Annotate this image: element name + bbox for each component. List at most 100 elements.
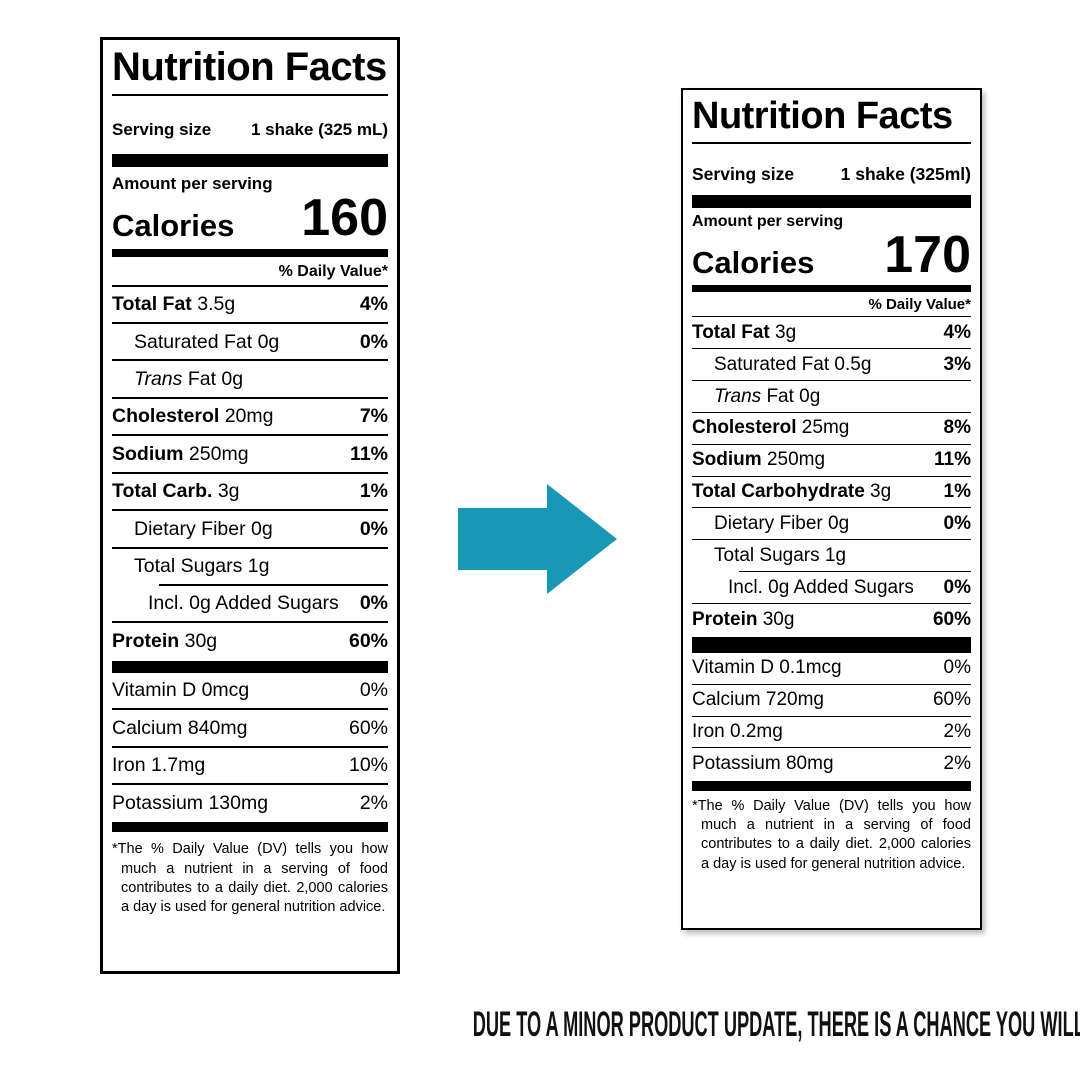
vitamin-row: Vitamin D 0.1mcg 0%	[692, 653, 971, 684]
daily-value-pct: 0%	[943, 512, 971, 534]
vitamin-row: Calcium 720mg 60%	[692, 683, 971, 716]
nutrient-row: Cholesterol 20mg 7%	[112, 396, 388, 434]
nutrient-text: Sodium 250mg	[692, 449, 826, 471]
daily-value-pct: 10%	[348, 754, 388, 777]
divider-bar	[112, 154, 388, 168]
nutrient-text: Saturated Fat 0.5g	[714, 353, 872, 375]
daily-value-pct: 7%	[359, 405, 388, 428]
divider-bar	[692, 636, 971, 653]
serving-size-value: 1 shake (325 mL)	[250, 120, 388, 140]
daily-value-pct: 2%	[359, 791, 388, 814]
disclaimer-text: DUE TO A MINOR PRODUCT UPDATE, THERE IS …	[472, 1005, 1080, 1044]
nutrient-row: Trans Fat 0g	[112, 359, 388, 396]
nutrient-text: Calcium 840mg	[112, 716, 248, 739]
nutrient-row: Dietary Fiber 0g 0%	[692, 507, 971, 539]
nutrient-text: Cholesterol 25mg	[692, 417, 850, 439]
vitamin-row: Iron 0.2mg 2%	[692, 715, 971, 748]
daily-value-pct: 60%	[932, 608, 971, 630]
nutrient-text: Iron 0.2mg	[692, 721, 783, 743]
divider-bar	[112, 660, 388, 673]
daily-value-pct: 8%	[943, 417, 971, 439]
nutrient-row: Dietary Fiber 0g 0%	[112, 509, 388, 546]
nutrition-facts-title: Nutrition Facts	[112, 45, 388, 97]
daily-value-pct: 11%	[934, 449, 971, 471]
daily-value-pct: 4%	[943, 321, 971, 343]
vitamin-row: Calcium 840mg 60%	[112, 708, 388, 745]
nutrient-row: Trans Fat 0g	[692, 380, 971, 412]
nutrient-row: Protein 30g 60%	[692, 603, 971, 635]
vitamin-row: Vitamin D 0mcg 0%	[112, 673, 388, 708]
calories-label: Calories	[692, 244, 815, 280]
nutrient-text: Total Sugars 1g	[714, 544, 847, 566]
nutrient-row: Total Sugars 1g	[112, 546, 388, 584]
daily-value-pct: 0%	[359, 592, 388, 615]
serving-size-value: 1 shake (325ml)	[840, 164, 971, 185]
nutrient-row: Incl. 0g Added Sugars 0%	[112, 583, 389, 621]
nutrient-text: Dietary Fiber 0g	[134, 517, 273, 540]
right-arrow-shape	[458, 484, 617, 594]
vitamin-row: Potassium 80mg 2%	[692, 747, 971, 779]
nutrition-label-old: Nutrition Facts Serving size 1 shake (32…	[100, 37, 400, 974]
daily-value-pct: 0%	[359, 330, 388, 353]
vitamin-row: Potassium 130mg 2%	[112, 783, 388, 820]
nutrient-row: Sodium 250mg 11%	[112, 434, 388, 471]
nutrient-text: Cholesterol 20mg	[112, 405, 274, 428]
divider-bar	[692, 195, 971, 209]
right-arrow-icon	[458, 484, 618, 596]
daily-value-footnote: *The % Daily Value (DV) tells you how mu…	[692, 798, 971, 872]
divider-bar	[112, 248, 388, 257]
calories-value: 170	[884, 226, 971, 285]
amount-per-serving-label: Amount per serving	[692, 213, 844, 231]
nutrient-row: Cholesterol 25mg 8%	[692, 411, 971, 444]
daily-value-pct: 3%	[943, 353, 971, 375]
nutrient-text: Dietary Fiber 0g	[714, 512, 850, 534]
nutrient-text: Trans Fat 0g	[134, 367, 244, 390]
nutrient-text: Total Fat 3g	[692, 321, 797, 343]
daily-value-pct: 0%	[359, 679, 388, 702]
nutrient-text: Total Carbohydrate 3g	[692, 481, 892, 503]
nutrient-row: Total Fat 3.5g 4%	[112, 284, 388, 322]
daily-value-pct: 2%	[943, 721, 971, 743]
nutrient-text: Total Sugars 1g	[134, 555, 270, 578]
nutrition-facts-title: Nutrition Facts	[692, 95, 971, 145]
nutrient-text: Total Carb. 3g	[112, 480, 240, 503]
nutrient-row: Saturated Fat 0g 0%	[112, 322, 388, 359]
amount-per-serving-label: Amount per serving	[112, 174, 273, 194]
daily-value-pct: 1%	[943, 481, 971, 503]
nutrient-row: Saturated Fat 0.5g 3%	[692, 348, 971, 380]
daily-value-footnote: *The % Daily Value (DV) tells you how mu…	[112, 841, 388, 915]
nutrient-row: Total Carbohydrate 3g 1%	[692, 475, 971, 508]
calories-label: Calories	[112, 207, 235, 243]
serving-size-label: Serving size	[692, 164, 795, 185]
daily-value-pct: 4%	[359, 293, 388, 316]
daily-value-pct: 1%	[359, 480, 388, 503]
nutrient-text: Total Fat 3.5g	[112, 293, 236, 316]
daily-value-pct: 60%	[932, 689, 971, 711]
nutrient-row: Total Carb. 3g 1%	[112, 471, 388, 509]
daily-value-pct: 0%	[359, 517, 388, 540]
calories-row: Calories 170	[692, 226, 971, 285]
daily-value-pct: 11%	[350, 442, 388, 465]
vitamin-row: Iron 1.7mg 10%	[112, 745, 388, 783]
daily-value-header: % Daily Value*	[868, 296, 971, 314]
nutrient-text: Protein 30g	[692, 608, 795, 630]
nutrient-text: Calcium 720mg	[692, 689, 824, 711]
nutrient-text: Saturated Fat 0g	[134, 330, 280, 353]
nutrient-text: Potassium 80mg	[692, 752, 834, 774]
calories-row: Calories 160	[112, 189, 388, 248]
nutrient-row: Total Sugars 1g	[692, 539, 971, 571]
daily-value-pct: 60%	[348, 629, 388, 652]
nutrient-row: Incl. 0g Added Sugars 0%	[692, 570, 971, 603]
calories-value: 160	[301, 189, 388, 248]
nutrient-text: Protein 30g	[112, 629, 218, 652]
nutrient-text: Incl. 0g Added Sugars	[148, 592, 339, 615]
divider-bar	[112, 822, 388, 833]
nutrient-text: Sodium 250mg	[112, 442, 249, 465]
serving-size-row: Serving size 1 shake (325 mL)	[112, 120, 388, 140]
nutrient-row: Protein 30g 60%	[112, 621, 388, 658]
nutrient-text: Trans Fat 0g	[714, 385, 821, 407]
daily-value-pct: 0%	[943, 657, 971, 679]
nutrient-text: Iron 1.7mg	[112, 754, 206, 777]
nutrient-row: Sodium 250mg 11%	[692, 443, 971, 476]
